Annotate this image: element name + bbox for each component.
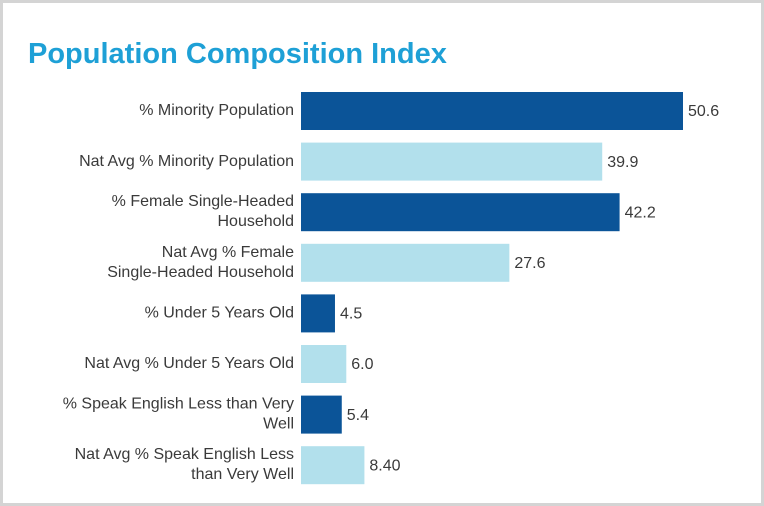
category-label: % Minority Population	[139, 102, 294, 119]
category-label: Nat Avg % Speak English Less than Very We…	[75, 446, 294, 483]
bar	[301, 345, 347, 383]
value-label: 27.6	[514, 255, 545, 272]
category-label: % Under 5 Years Old	[145, 305, 294, 322]
bar	[301, 294, 335, 333]
category-label: Nat Avg % Under 5 Years Old	[84, 355, 294, 372]
bar	[301, 243, 510, 282]
value-label: 4.5	[340, 306, 362, 323]
value-label: 50.6	[688, 103, 719, 120]
category-label: % Speak English Less than Very Well	[63, 396, 294, 433]
value-label: 5.4	[347, 407, 369, 424]
category-label: Nat Avg % Minority Population	[79, 153, 294, 170]
value-label: 42.2	[625, 204, 656, 221]
value-label: 8.40	[369, 457, 400, 474]
bar	[301, 446, 365, 485]
chart-title: Population Composition Index	[28, 38, 447, 70]
value-label: 6.0	[351, 356, 373, 373]
category-label: Nat Avg % Female Single-Headed Household	[107, 244, 294, 281]
bar	[301, 193, 620, 232]
value-label: 39.9	[607, 154, 638, 171]
bar	[301, 395, 342, 434]
category-label: % Female Single-Headed Household	[112, 193, 294, 230]
bar	[301, 92, 683, 130]
bar	[301, 142, 603, 181]
